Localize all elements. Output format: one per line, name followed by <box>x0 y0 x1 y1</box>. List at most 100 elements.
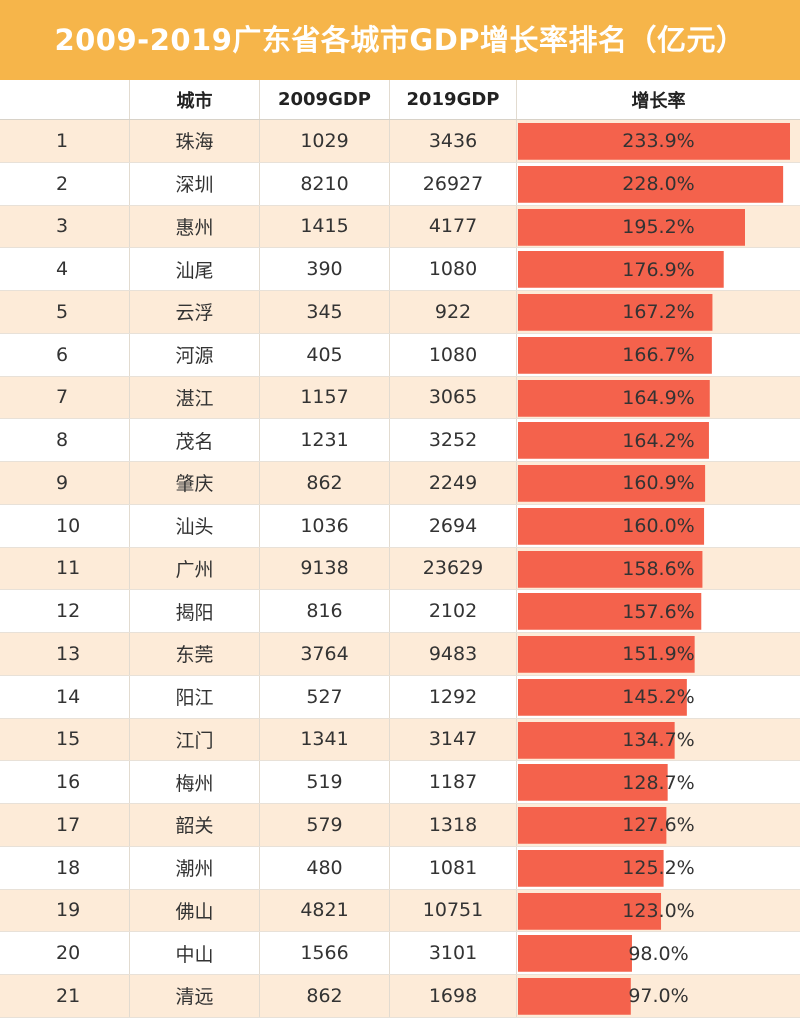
gdp-2009-cell: 816 <box>260 590 390 632</box>
city-cell: 潮州 <box>130 846 260 889</box>
growth-bar-svg <box>518 678 687 716</box>
growth-bar <box>518 208 745 246</box>
page-title: 2009-2019广东省各城市GDP增长率排名（亿元） <box>54 23 746 57</box>
gdp-2009-cell: 4821 <box>260 889 390 932</box>
table-row: 18 潮州 480 1081 125.2% <box>0 846 800 890</box>
gdp-2019-cell: 922 <box>390 291 517 333</box>
gdp-2009-cell: 1566 <box>260 932 390 974</box>
rank-cell: 13 <box>0 633 130 675</box>
rank-cell: 16 <box>0 761 130 803</box>
gdp-2019-cell: 1698 <box>390 975 517 1017</box>
growth-bar-svg <box>518 507 705 545</box>
city-cell: 茂名 <box>130 419 260 461</box>
rank-cell: 11 <box>0 547 130 590</box>
growth-rate-label: 195.2% <box>622 215 695 238</box>
gdp-2019-cell: 3252 <box>390 419 517 461</box>
rank-cell: 19 <box>0 889 130 932</box>
growth-bar <box>518 807 667 844</box>
table-row: 20 中山 1566 3101 98.0% <box>0 932 800 975</box>
table-row: 17 韶关 579 1318 127.6% <box>0 804 800 847</box>
gdp-2019-cell: 1080 <box>390 333 517 376</box>
gdp-2009-cell: 1341 <box>260 718 390 761</box>
growth-rate-label: 128.7% <box>622 771 695 794</box>
city-cell: 东莞 <box>130 633 260 675</box>
growth-bar-svg <box>518 294 713 331</box>
growth-bar-svg <box>518 849 664 887</box>
rank-cell: 21 <box>0 975 130 1017</box>
growth-bar-svg <box>518 379 710 417</box>
rank-cell: 4 <box>0 248 130 290</box>
city-cell: 广州 <box>130 547 260 590</box>
gdp-2019-cell: 26927 <box>390 162 517 205</box>
header-rank <box>0 80 130 119</box>
city-cell: 惠州 <box>130 205 260 248</box>
growth-rate-label: 157.6% <box>622 600 695 623</box>
growth-bar <box>518 636 695 673</box>
city-cell: 河源 <box>130 333 260 376</box>
gdp-2009-cell: 1157 <box>260 376 390 419</box>
growth-bar <box>518 165 784 203</box>
city-cell: 汕尾 <box>130 248 260 290</box>
gdp-2009-cell: 1415 <box>260 205 390 248</box>
rank-cell: 14 <box>0 675 130 718</box>
table-row: 7 湛江 1157 3065 164.9% <box>0 376 800 420</box>
rank-cell: 6 <box>0 333 130 376</box>
growth-rate-label: 98.0% <box>628 942 689 965</box>
gdp-2009-cell: 862 <box>260 462 390 504</box>
title-bar: 2009-2019广东省各城市GDP增长率排名（亿元） <box>0 0 800 80</box>
city-cell: 清远 <box>130 975 260 1017</box>
growth-rate-label: 151.9% <box>622 643 695 666</box>
growth-rate-label: 125.2% <box>622 857 695 880</box>
rank-cell: 1 <box>0 120 130 162</box>
header-gdp-2019: 2019GDP <box>390 80 517 119</box>
growth-bar-svg <box>518 251 724 288</box>
growth-rate-label: 145.2% <box>622 686 695 709</box>
growth-bar <box>518 422 709 459</box>
rank-cell: 10 <box>0 504 130 547</box>
gdp-2019-cell: 1187 <box>390 761 517 803</box>
growth-bar <box>518 721 675 759</box>
table-row: 8 茂名 1231 3252 164.2% <box>0 419 800 462</box>
city-cell: 云浮 <box>130 291 260 333</box>
city-cell: 珠海 <box>130 120 260 162</box>
growth-rate-label: 166.7% <box>622 344 695 367</box>
growth-rate-label: 97.0% <box>628 985 689 1008</box>
gdp-2019-cell: 4177 <box>390 205 517 248</box>
header-city: 城市 <box>130 80 260 119</box>
city-cell: 揭阳 <box>130 590 260 632</box>
gdp-2019-cell: 1081 <box>390 846 517 889</box>
table-row: 19 佛山 4821 10751 123.0% <box>0 889 800 933</box>
city-cell: 湛江 <box>130 376 260 419</box>
growth-rate-label: 176.9% <box>622 258 695 281</box>
rank-cell: 12 <box>0 590 130 632</box>
gdp-2009-cell: 519 <box>260 761 390 803</box>
gdp-2019-cell: 3101 <box>390 932 517 974</box>
gdp-2009-cell: 345 <box>260 291 390 333</box>
gdp-2019-cell: 2694 <box>390 504 517 547</box>
growth-rate-label: 228.0% <box>622 173 695 196</box>
table-row: 3 惠州 1415 4177 195.2% <box>0 205 800 249</box>
growth-bar <box>518 294 713 331</box>
growth-rate-label: 233.9% <box>622 130 695 153</box>
rank-cell: 18 <box>0 846 130 889</box>
growth-rate-label: 167.2% <box>622 301 695 324</box>
growth-bar <box>518 678 687 716</box>
gdp-2009-cell: 862 <box>260 975 390 1017</box>
rank-cell: 5 <box>0 291 130 333</box>
table-row: 15 江门 1341 3147 134.7% <box>0 718 800 762</box>
growth-bar-svg <box>518 721 675 759</box>
city-cell: 佛山 <box>130 889 260 932</box>
city-cell: 梅州 <box>130 761 260 803</box>
gdp-2009-cell: 1036 <box>260 504 390 547</box>
gdp-2009-cell: 9138 <box>260 547 390 590</box>
header-growth-rate: 增长率 <box>631 90 686 112</box>
table-row: 1 珠海 1029 3436 233.9% <box>0 120 800 163</box>
rank-cell: 20 <box>0 932 130 974</box>
growth-rate-label: 123.0% <box>622 899 695 922</box>
gdp-2009-cell: 3764 <box>260 633 390 675</box>
table-row: 16 梅州 519 1187 128.7% <box>0 761 800 804</box>
table-row: 6 河源 405 1080 166.7% <box>0 333 800 377</box>
growth-bar <box>518 251 724 288</box>
gdp-2009-cell: 1231 <box>260 419 390 461</box>
rank-cell: 8 <box>0 419 130 461</box>
